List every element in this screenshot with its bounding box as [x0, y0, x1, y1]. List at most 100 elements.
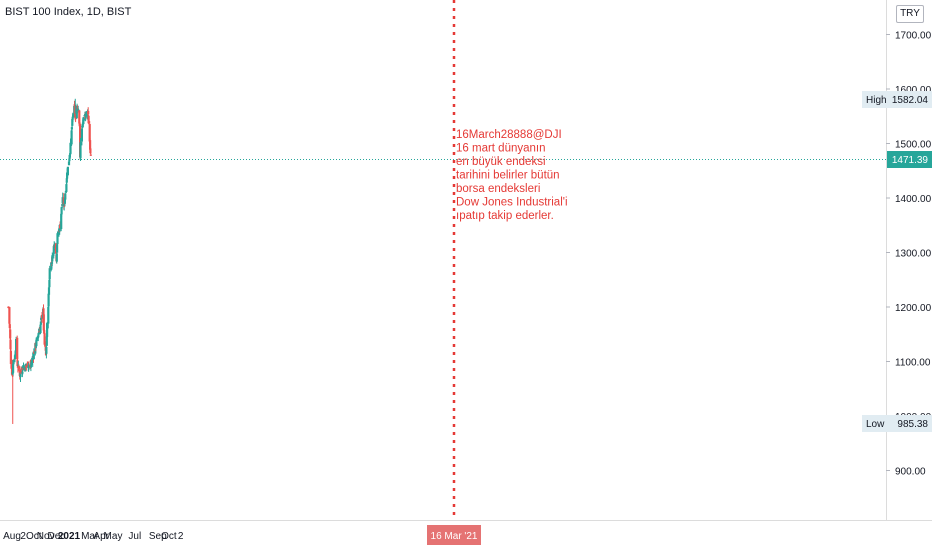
candle-body: [84, 116, 87, 118]
price-tick-label: 900.00: [895, 467, 926, 478]
candle-body: [80, 128, 83, 142]
candles-layer: [7, 98, 92, 424]
candle-body: [39, 324, 42, 334]
time-tick-label: Jul: [128, 531, 141, 542]
time-tick-label: Sep: [149, 531, 167, 542]
candle-body: [79, 142, 82, 159]
candle-body: [37, 335, 40, 338]
last-price-value: 1471.39: [892, 155, 929, 166]
last-price-label: 1471.39: [887, 151, 932, 168]
candle-body: [70, 127, 73, 130]
time-tick-label: 2: [178, 531, 184, 542]
candle-body: [70, 130, 73, 145]
candle-body: [9, 350, 12, 364]
candle-body: [7, 306, 10, 308]
price-tick-label: 1200.00: [895, 303, 932, 314]
candle-body: [61, 197, 64, 203]
candle-body: [9, 329, 12, 339]
chart-title: BIST 100 Index, 1D, BIST: [5, 6, 132, 18]
candle-body: [12, 359, 15, 365]
candle-body: [88, 124, 91, 142]
candle-body: [60, 206, 64, 208]
marker-date-text: 16 Mar '21: [431, 531, 478, 542]
candle-body: [19, 372, 22, 378]
time-tick-label: Oct: [26, 531, 42, 542]
candle-body: [77, 109, 80, 112]
candle-body: [56, 244, 59, 253]
high-value: 1582.04: [892, 95, 929, 106]
high-label-text: High: [866, 95, 887, 106]
candle-body: [33, 351, 36, 354]
price-tick-label: 1300.00: [895, 249, 932, 260]
candle-body: [9, 339, 12, 350]
candle-body: [8, 324, 11, 329]
candle-body: [71, 119, 74, 126]
marker-date-label: 16 Mar '21: [427, 525, 481, 545]
candle-body: [47, 307, 50, 324]
price-tick-label: 1500.00: [895, 140, 932, 151]
candle-body: [75, 112, 78, 119]
candle-body: [47, 293, 50, 307]
time-tick-label: Mar: [81, 531, 99, 542]
candle-body: [8, 307, 11, 324]
candle-body: [69, 142, 72, 154]
candle-body: [82, 117, 85, 125]
time-tick-label: Apr: [93, 531, 109, 542]
candle-body: [43, 333, 46, 345]
candle-body: [42, 314, 45, 331]
candle-body: [47, 287, 51, 295]
annotation-line: en büyük endeksi: [456, 156, 546, 168]
price-tick-label: 1600.00: [895, 85, 932, 96]
annotation-line: 16March28888@DJI: [456, 129, 562, 141]
time-tick-label: May: [104, 531, 123, 542]
high-label: High 1582.04: [862, 91, 932, 108]
candle-body: [56, 233, 59, 245]
candle-body: [32, 351, 35, 359]
time-tick-label: Aug: [3, 531, 21, 542]
candle-body: [76, 106, 79, 108]
candle-body: [89, 140, 92, 150]
candle-body: [16, 337, 19, 360]
annotation-line: Dow Jones Industrial'i: [456, 197, 568, 209]
candle-body: [67, 161, 71, 166]
candle-body: [61, 204, 64, 206]
price-tick-label: 1700.00: [895, 31, 932, 42]
candle-body: [87, 115, 90, 124]
time-tick-label: Dec: [48, 531, 66, 542]
price-tick-label: 1400.00: [895, 194, 932, 205]
candle-body: [66, 166, 69, 176]
candle-body: [87, 110, 90, 115]
candle-body: [46, 323, 49, 337]
price-axis[interactable]: 900.001000.001100.001200.001300.001400.0…: [886, 0, 932, 520]
candle-body: [78, 110, 81, 124]
annotation-line: 16 mart dünyanın: [456, 143, 546, 155]
candle-body: [17, 366, 20, 370]
annotation-line: tarihini belirler bütün: [456, 170, 560, 182]
time-tick-label: Oct: [161, 531, 177, 542]
candle-body: [64, 193, 67, 200]
candle-body: [13, 355, 17, 360]
candle-body: [25, 365, 28, 367]
time-tick-label: 2021: [58, 531, 81, 542]
low-label-text: Low: [866, 419, 885, 430]
candle-body: [26, 361, 29, 368]
time-tick-label: 2: [20, 531, 26, 542]
currency-button[interactable]: TRY: [896, 5, 924, 23]
time-tick-label: Nov: [37, 531, 55, 542]
candle-body: [65, 178, 68, 183]
price-tick-label: 1100.00: [895, 358, 931, 369]
candle-body: [48, 279, 51, 288]
candle-body: [89, 154, 92, 156]
low-value: 985.38: [897, 419, 928, 430]
annotation-line: ıpatıp takip ederler.: [456, 210, 554, 222]
candle-body: [20, 370, 23, 373]
candle-body: [35, 337, 38, 340]
candle-body: [74, 115, 77, 120]
candle-body: [35, 339, 38, 347]
candle-body: [45, 347, 48, 354]
candle-body: [51, 255, 54, 262]
candle-body: [43, 330, 46, 334]
